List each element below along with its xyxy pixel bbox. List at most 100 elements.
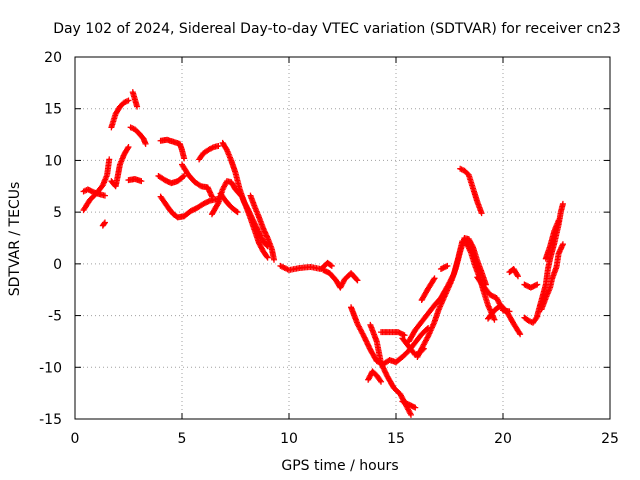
data-point-fill	[513, 270, 520, 277]
data-point-fill	[119, 101, 126, 108]
chart-title: Day 102 of 2024, Sidereal Day-to-day VTE…	[53, 21, 621, 37]
data-point-fill	[270, 255, 277, 262]
data-point-fill	[469, 183, 476, 190]
y-tick-label: 5	[53, 205, 62, 221]
data-point-fill	[377, 358, 384, 365]
data-point-fill	[220, 194, 227, 201]
data-point-fill	[96, 191, 103, 198]
data-point-fill	[532, 282, 539, 289]
y-axis: -15 -10 -5 0 5 10 15 20	[39, 50, 610, 428]
data-point-fill	[263, 233, 270, 240]
data-point-fill	[429, 277, 436, 284]
data-point-fill	[228, 203, 235, 210]
data-point-fill	[463, 169, 470, 176]
data-point-fill	[490, 315, 497, 322]
data-point-fill	[559, 242, 566, 249]
data-point-fill	[423, 288, 430, 295]
data-point-fill	[550, 229, 557, 236]
data-point-fill	[473, 197, 480, 204]
data-point-fill	[97, 184, 104, 191]
data-point-fill	[546, 257, 553, 264]
data-point-fill	[103, 173, 110, 180]
data-point-fill	[255, 212, 262, 219]
data-point-fill	[236, 184, 243, 191]
data-point-fill	[159, 175, 166, 182]
data-point-fill	[555, 252, 562, 259]
data-point-fill	[416, 333, 423, 340]
data-point-fill	[244, 205, 251, 212]
data-point-fill	[197, 202, 204, 209]
y-tick-label: 20	[44, 50, 62, 66]
data-point-fill	[160, 197, 167, 204]
data-point-fill	[542, 296, 549, 303]
data-point-fill	[168, 209, 175, 216]
data-point-fill	[514, 272, 521, 279]
y-tick-label: -10	[39, 360, 62, 376]
x-tick-label: 0	[71, 431, 80, 447]
data-point-fill	[124, 145, 131, 152]
data-point-fill	[142, 139, 149, 146]
data-point-fill	[478, 267, 485, 274]
data-point-fill	[384, 358, 391, 365]
data-point-fill	[101, 220, 108, 227]
data-point-fill	[164, 203, 171, 210]
data-point-fill	[447, 278, 454, 285]
data-point-fill	[430, 320, 437, 327]
data-point-fill	[223, 145, 230, 152]
y-tick-label: 10	[44, 153, 62, 169]
data-point-fill	[115, 106, 122, 113]
x-tick-label: 20	[494, 431, 512, 447]
data-point-fill	[327, 262, 334, 269]
data-point-fill	[555, 218, 562, 225]
data-point-fill	[227, 155, 234, 162]
data-points	[80, 89, 566, 418]
data-point-fill	[198, 152, 205, 159]
data-point-fill	[222, 144, 229, 151]
data-point-fill	[546, 244, 553, 251]
y-tick-label: 15	[44, 102, 62, 118]
data-point-fill	[100, 221, 107, 228]
data-point-fill	[429, 304, 436, 311]
data-point-fill	[509, 318, 516, 325]
data-point-fill	[371, 370, 378, 377]
data-point-fill	[548, 276, 555, 283]
data-point-fill	[214, 201, 221, 208]
data-point-fill	[134, 128, 141, 135]
data-point-fill	[180, 173, 187, 180]
data-point-fill	[183, 169, 190, 176]
data-point-fill	[353, 276, 360, 283]
gridlines	[75, 57, 610, 419]
y-tick-label: 0	[53, 257, 62, 273]
data-point-fill	[403, 349, 410, 356]
data-point-fill	[255, 238, 262, 245]
data-point-fill	[251, 202, 258, 209]
data-point-fill	[469, 242, 476, 249]
data-point-fill	[232, 207, 239, 214]
data-point-fill	[112, 112, 119, 119]
data-point-fill	[263, 253, 270, 260]
data-point-fill	[516, 329, 523, 336]
x-tick-label: 15	[387, 431, 405, 447]
data-point-fill	[124, 98, 131, 105]
data-point-fill	[478, 208, 485, 215]
plot-frame	[74, 56, 611, 420]
data-point-fill	[515, 328, 522, 335]
data-point-fill	[205, 198, 212, 205]
data-point-fill	[479, 281, 486, 288]
data-point-fill	[376, 376, 383, 383]
data-point-fill	[224, 199, 231, 206]
data-point-fill	[133, 102, 140, 109]
data-point-fill	[435, 307, 442, 314]
data-point-fill	[240, 197, 247, 204]
data-point-fill	[407, 410, 414, 417]
data-point-fill	[410, 329, 417, 336]
data-point-fill	[268, 244, 275, 251]
data-point-fill	[389, 382, 396, 389]
data-point-fill	[484, 300, 491, 307]
data-point-fill	[416, 321, 423, 328]
data-point-fill	[172, 212, 179, 219]
data-point-fill	[209, 144, 216, 151]
data-point-fill	[559, 202, 566, 209]
data-point-fill	[395, 389, 402, 396]
data-point-fill	[116, 162, 123, 169]
